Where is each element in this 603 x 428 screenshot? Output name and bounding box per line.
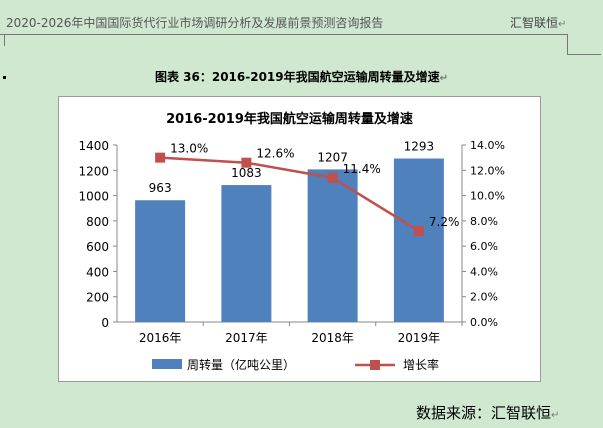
- growth-data-label: 13.0%: [170, 142, 208, 156]
- y-left-tick-label: 200: [86, 291, 109, 305]
- return-mark: ↵: [551, 410, 560, 421]
- growth-line: [160, 156, 420, 233]
- corner-mark-right-v: [567, 34, 568, 54]
- bar-data-label: 963: [149, 181, 172, 195]
- data-source-text: 数据来源：汇智联恒: [416, 404, 552, 422]
- y-right-tick-label: 12.0%: [470, 164, 505, 177]
- growth-data-label: 11.4%: [343, 162, 381, 176]
- x-tick-label: 2018年: [311, 331, 354, 345]
- legend-bar-label: 周转量（亿吨公里）: [187, 357, 295, 372]
- bar: [307, 169, 358, 322]
- y-right-tick-label: 0.0%: [470, 316, 498, 329]
- header-title: 2020-2026年中国国际货代行业市场调研分析及发展前景预测咨询报告: [6, 16, 384, 30]
- y-left-tick-label: 0: [101, 316, 109, 330]
- y-left-tick-label: 1200: [78, 164, 109, 178]
- data-source: 数据来源：汇智联恒↵: [416, 402, 559, 423]
- y-right-tick-label: 10.0%: [470, 190, 505, 203]
- growth-data-label: 7.2%: [429, 215, 460, 229]
- bar: [221, 185, 272, 322]
- growth-data-label: 12.6%: [256, 147, 294, 161]
- header-brand-text: 汇智联恒: [510, 16, 559, 30]
- y-right-tick-label: 4.0%: [470, 265, 498, 278]
- y-right-tick-label: 8.0%: [470, 215, 498, 228]
- legend-bar-swatch: [152, 359, 182, 369]
- corner-mark-left: [4, 34, 5, 46]
- y-left-tick-label: 800: [86, 215, 109, 229]
- return-mark: ↵: [439, 73, 449, 84]
- growth-point: [241, 157, 252, 168]
- chart-title: 2016-2019年我国航空运输周转量及增速: [166, 111, 413, 127]
- y-left-tick-label: 1400: [78, 139, 109, 153]
- growth-point: [413, 225, 424, 236]
- header-rule: [0, 34, 568, 35]
- x-tick-label: 2016年: [139, 331, 182, 345]
- bar-data-label: 1207: [317, 150, 348, 164]
- y-left-tick-label: 600: [86, 240, 109, 254]
- chart-container[interactable]: 2016-2019年我国航空运输周转量及增速 0 200 400 600 800 1000 1…: [58, 96, 541, 382]
- growth-point: [155, 152, 166, 163]
- bar-data-label: 1083: [231, 166, 262, 180]
- header-brand: 汇智联恒↵: [510, 14, 566, 31]
- bullet-dot: [3, 76, 6, 79]
- legend-line-marker: [370, 360, 380, 370]
- corner-mark-right-h: [567, 54, 601, 55]
- bar: [135, 200, 186, 322]
- legend-line-label: 增长率: [403, 357, 439, 372]
- y-right-tick-label: 14.0%: [470, 139, 505, 152]
- return-mark: ↵: [558, 19, 567, 30]
- y-right-tick-label: 6.0%: [470, 240, 498, 253]
- y-left-tick-label: 1000: [78, 190, 109, 204]
- figure-caption: 图表 36：2016-2019年我国航空运输周转量及增速↵: [0, 68, 603, 85]
- y-right-tick-label: 2.0%: [470, 291, 498, 304]
- growth-point: [327, 172, 338, 183]
- bar: [393, 158, 444, 322]
- chart-svg: 2016-2019年我国航空运输周转量及增速 0 200 400 600 800 1000 1…: [78, 111, 505, 372]
- x-tick-label: 2017年: [225, 331, 268, 345]
- bar-data-label: 1293: [404, 140, 435, 154]
- x-tick-label: 2019年: [398, 331, 441, 345]
- figure-caption-text: 图表 36：2016-2019年我国航空运输周转量及增速: [154, 70, 440, 84]
- y-left-tick-label: 400: [86, 265, 109, 279]
